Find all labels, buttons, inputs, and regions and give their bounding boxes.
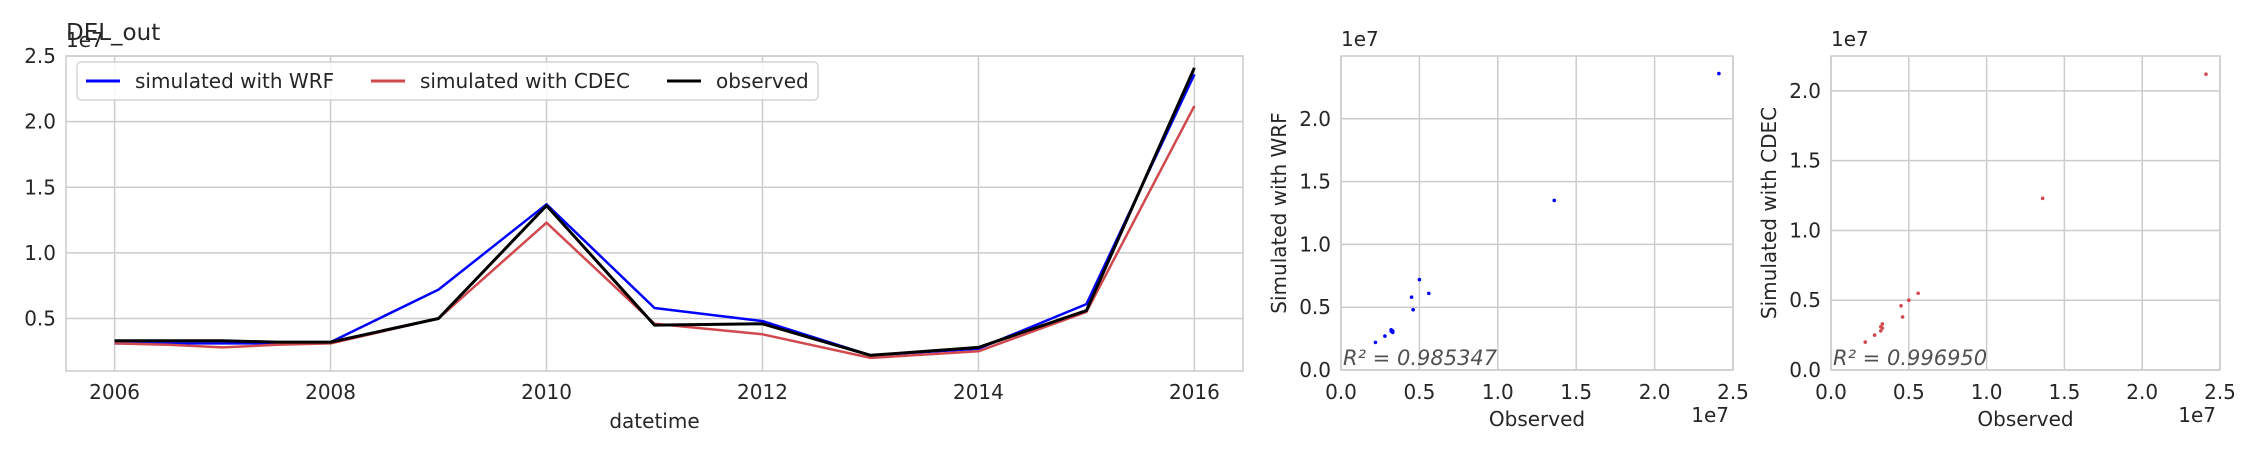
x-tick-label: 2014 <box>953 380 1004 404</box>
plot-frame <box>1340 55 1734 371</box>
y-tick-label: 1.5 <box>1299 170 1331 194</box>
scatter-point <box>1427 291 1431 296</box>
x-tick-label: 0.0 <box>1815 380 1847 404</box>
scatter-point <box>1916 291 1920 296</box>
legend-label: observed <box>716 69 809 93</box>
x-offset-label: 1e7 <box>1691 403 1729 427</box>
y-axis-label: Simulated with CDEC <box>1757 107 1781 319</box>
scatter-point <box>1863 340 1868 344</box>
scatter-point <box>1880 326 1885 330</box>
x-tick-label: 0.5 <box>1403 380 1435 404</box>
x-tick-label: 2016 <box>1169 380 1220 404</box>
y-tick-label: 1.0 <box>1299 232 1331 256</box>
x-tick-label: 1.5 <box>1560 380 1592 404</box>
x-axis-label: Observed <box>1489 407 1585 431</box>
y-tick-label: 2.0 <box>1789 79 1821 103</box>
scatter-point <box>1383 334 1387 338</box>
cdec-scatter-panel: 0.0 0.5 1.0 1.5 2.0 2.5 0.0 0.5 1.0 1.5 2.0 Observe… <box>1757 27 2236 431</box>
wrf-scatter-panel: 0.0 0.5 1.0 1.5 2.0 2.5 0.0 0.5 1.0 1.5 2.0 Observe… <box>1267 27 1749 431</box>
plot-frame <box>65 55 1244 372</box>
x-tick-label: 1.0 <box>1482 380 1514 404</box>
figure-title: DEL_out <box>66 20 160 46</box>
x-axis-label: datetime <box>609 409 699 433</box>
y-tick-label: 0.5 <box>1299 295 1331 319</box>
y-tick-label: 0.0 <box>1299 358 1331 382</box>
x-tick-label: 2.0 <box>1639 380 1671 404</box>
scatter-point <box>1411 307 1415 312</box>
y-tick-label: 0.0 <box>1789 358 1821 382</box>
scatter-point <box>1878 329 1883 333</box>
series-line <box>114 105 1196 360</box>
scatter-point <box>1552 198 1557 203</box>
r-squared-annotation: R² = 0.985347 <box>1343 346 1498 370</box>
y-tick-label: 1.5 <box>1789 149 1821 173</box>
y-tick-label: 0.5 <box>24 307 56 331</box>
scatter-point <box>1390 329 1395 333</box>
x-tick-label: 2006 <box>89 380 140 404</box>
x-tick-label: 2008 <box>305 380 356 404</box>
scatter-point <box>1409 295 1414 299</box>
legend-label: simulated with CDEC <box>420 69 630 93</box>
y-tick-label: 2.0 <box>1299 107 1331 131</box>
x-axis-label: Observed <box>1977 407 2073 431</box>
y-tick-label: 2.0 <box>24 110 56 134</box>
x-tick-label: 1.0 <box>1971 380 2003 404</box>
y-tick-label: 0.5 <box>1789 288 1821 312</box>
y-tick-label: 1.0 <box>1789 218 1821 242</box>
legend-label: simulated with WRF <box>135 69 334 93</box>
y-offset-label: 1e7 <box>66 28 104 52</box>
legend-box <box>76 61 819 101</box>
scatter-point <box>1907 298 1911 303</box>
scatter-point <box>1880 322 1885 326</box>
series-line <box>114 73 1196 357</box>
scatter-point <box>1417 277 1422 282</box>
scatter-point <box>1717 71 1721 76</box>
x-tick-label: 2.0 <box>2126 380 2158 404</box>
scatter-point <box>2204 72 2208 76</box>
scatter-point <box>1373 340 1378 345</box>
y-tick-label: 2.5 <box>24 44 56 68</box>
x-tick-label: 2010 <box>521 380 572 404</box>
x-tick-label: 0.0 <box>1325 380 1357 404</box>
x-tick-label: 0.5 <box>1893 380 1925 404</box>
y-tick-label: 1.5 <box>24 175 56 199</box>
line-chart-panel: 2006 2008 2010 2012 2014 2016 0.5 1.0 1.5 2.0 2.5 d… <box>24 28 1244 433</box>
y-offset-label: 1e7 <box>1831 27 1869 51</box>
y-tick-label: 1.0 <box>24 241 56 265</box>
y-offset-label: 1e7 <box>1341 27 1379 51</box>
scatter-point <box>2040 196 2045 201</box>
y-axis-label: Simulated with WRF <box>1267 112 1291 313</box>
x-tick-label: 2.5 <box>2204 380 2236 404</box>
x-offset-label: 1e7 <box>2178 403 2216 427</box>
x-tick-label: 2.5 <box>1717 380 1749 404</box>
series-line <box>114 67 1196 357</box>
r-squared-annotation: R² = 0.996950 <box>1833 346 1987 370</box>
scatter-point <box>1872 333 1877 337</box>
x-tick-label: 2012 <box>737 380 788 404</box>
scatter-point <box>1900 315 1905 319</box>
plot-frame <box>1830 55 2221 371</box>
legend: simulated with WRF simulated with CDEC obs… <box>76 61 819 101</box>
scatter-point <box>1899 304 1903 308</box>
x-tick-label: 1.5 <box>2048 380 2080 404</box>
